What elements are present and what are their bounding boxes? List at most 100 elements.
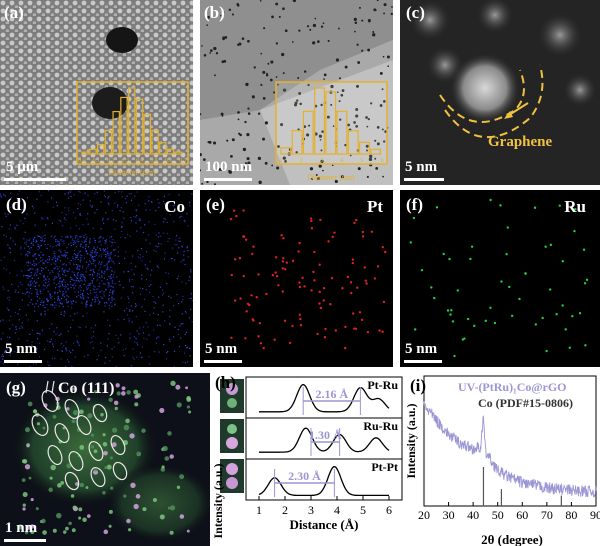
co-signal-pixel <box>98 255 100 257</box>
co-signal-pixel <box>142 256 144 258</box>
atom-column <box>113 400 119 406</box>
co-signal-pixel <box>26 339 28 342</box>
panel-a: 0.0 0.1 0.2 0.3 0.4 0.5 0.6 0.7 Diameter (μm) (… <box>0 0 193 185</box>
co-signal-pixel <box>74 258 76 260</box>
atom-column <box>63 530 67 534</box>
co-signal-pixel <box>187 256 189 258</box>
nanoparticle-dot <box>207 15 210 19</box>
nanoparticle-dot <box>382 55 385 58</box>
co-signal-pixel <box>99 247 101 250</box>
co-signal-pixel <box>61 212 63 214</box>
atom-column <box>93 390 98 394</box>
co-signal-pixel <box>100 263 102 265</box>
co-signal-pixel <box>147 326 149 328</box>
nanoparticle-dot <box>246 133 250 137</box>
co-signal-pixel <box>35 264 37 266</box>
co-signal-pixel <box>37 277 39 280</box>
panel-c-image: Graphene <box>400 0 600 185</box>
co-signal-pixel <box>92 275 94 277</box>
co-signal-pixel <box>66 299 68 302</box>
co-signal-pixel <box>80 259 82 261</box>
co-signal-pixel <box>95 254 98 256</box>
ru-signal-pixel <box>505 252 508 256</box>
co-signal-pixel <box>106 263 108 265</box>
co-signal-pixel <box>84 239 86 241</box>
co-signal-pixel <box>35 349 38 351</box>
co-signal-pixel <box>75 246 77 248</box>
co-signal-pixel <box>6 307 8 309</box>
ru-signal-pixel <box>510 314 514 318</box>
co-signal-pixel <box>184 362 187 364</box>
co-signal-pixel <box>14 351 16 353</box>
co-signal-pixel <box>109 257 111 259</box>
co-signal-pixel <box>38 356 41 358</box>
co-signal-pixel <box>58 299 61 301</box>
co-signal-pixel <box>39 332 41 335</box>
co-signal-pixel <box>191 193 193 195</box>
co-signal-pixel <box>77 208 79 210</box>
co-signal-pixel <box>61 350 64 353</box>
co-signal-pixel <box>3 350 6 353</box>
co-signal-pixel <box>108 253 110 255</box>
pt-signal-pixel <box>378 329 381 332</box>
ru-signal-pixel <box>453 354 456 358</box>
panel-h-xlabel: Distance (Å) <box>290 517 359 532</box>
co-signal-pixel <box>50 235 52 237</box>
pt-signal-pixel <box>316 332 319 336</box>
co-signal-pixel <box>91 257 93 259</box>
co-signal-pixel <box>134 306 137 308</box>
co-signal-pixel <box>93 331 95 333</box>
co-signal-pixel <box>81 280 83 282</box>
pt-signal-pixel <box>310 219 313 223</box>
co-signal-pixel <box>84 248 86 250</box>
ru-signal-pixel <box>564 328 567 331</box>
co-signal-pixel <box>70 307 73 309</box>
nanoparticle-dot <box>262 70 266 74</box>
co-signal-pixel <box>148 200 150 202</box>
co-signal-pixel <box>120 236 122 238</box>
co-signal-pixel <box>36 198 38 201</box>
co-signal-pixel <box>96 246 99 248</box>
co-signal-pixel <box>98 261 100 263</box>
co-signal-pixel <box>79 281 81 283</box>
co-signal-pixel <box>111 292 113 294</box>
nanoparticle-dot <box>308 124 311 127</box>
pt-signal-pixel <box>376 265 380 268</box>
co-signal-pixel <box>179 216 181 219</box>
co-signal-pixel <box>10 196 13 199</box>
co-signal-pixel <box>48 257 51 260</box>
co-signal-pixel <box>79 285 81 287</box>
co-signal-pixel <box>152 295 154 298</box>
atom-column <box>71 419 76 424</box>
co-signal-pixel <box>12 324 14 326</box>
co-signal-pixel <box>19 308 21 311</box>
co-signal-pixel <box>0 194 2 196</box>
co-signal-pixel <box>129 309 131 311</box>
co-signal-pixel <box>7 297 9 299</box>
co-signal-pixel <box>108 195 110 198</box>
co-signal-pixel <box>59 243 61 245</box>
co-signal-pixel <box>40 256 42 259</box>
co-signal-pixel <box>108 260 111 263</box>
co-signal-pixel <box>21 299 23 301</box>
co-signal-pixel <box>136 344 139 346</box>
panel-c-scale-bar <box>404 178 444 181</box>
co-signal-pixel <box>36 320 38 322</box>
co-signal-pixel <box>136 191 138 193</box>
co-signal-pixel <box>83 284 85 286</box>
co-signal-pixel <box>147 268 149 270</box>
co-signal-pixel <box>65 236 67 238</box>
co-signal-pixel <box>70 235 72 237</box>
co-signal-pixel <box>174 243 176 246</box>
co-signal-pixel <box>30 247 32 249</box>
pt-signal-pixel <box>271 273 275 277</box>
co-signal-pixel <box>95 300 97 302</box>
atom-column <box>87 413 93 419</box>
nanoparticle-dot <box>218 167 222 171</box>
pt-signal-pixel <box>313 250 316 254</box>
pt-signal-pixel <box>258 321 262 325</box>
co-signal-pixel <box>181 281 183 283</box>
pt-signal-pixel <box>280 234 283 237</box>
nanoparticle-dot <box>323 73 327 77</box>
co-signal-pixel <box>44 277 47 280</box>
